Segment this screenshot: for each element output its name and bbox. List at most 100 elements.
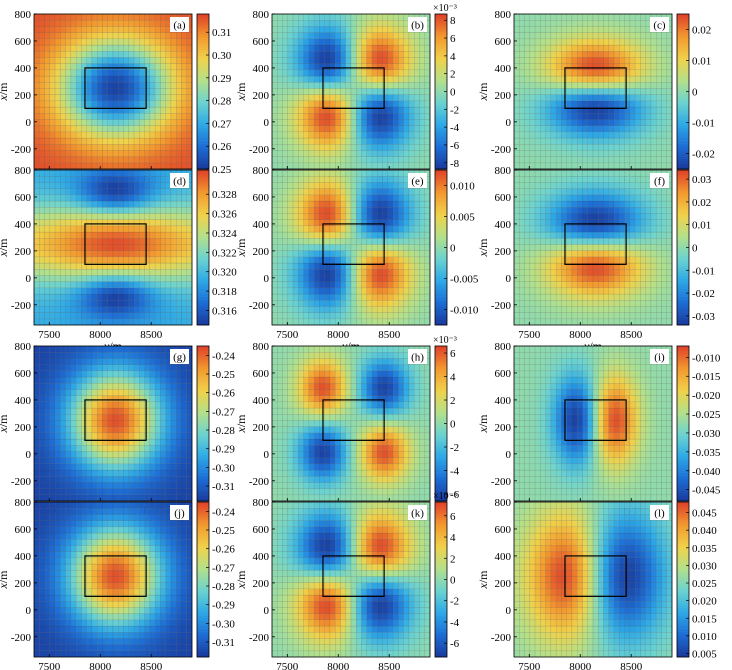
heatmap-cell <box>91 38 98 46</box>
heatmap-cell <box>102 156 108 164</box>
heatmap-cell <box>598 219 604 227</box>
heatmap-cell <box>419 69 425 77</box>
colorbar-tick-label: 2 <box>450 69 456 81</box>
colorbar-segment <box>435 312 447 315</box>
heatmap-cell <box>377 287 383 295</box>
heatmap-cell <box>382 169 389 177</box>
heatmap-cell <box>91 69 98 77</box>
heatmap-cell <box>566 32 573 40</box>
heatmap-cell <box>356 69 362 77</box>
heatmap-cell <box>519 269 525 276</box>
heatmap-cell <box>377 225 383 233</box>
colorbar-segment <box>197 138 209 141</box>
heatmap-cell <box>529 318 536 326</box>
heatmap-cell <box>107 225 114 233</box>
heatmap-cell <box>524 51 531 58</box>
heatmap-cell <box>96 44 103 52</box>
heatmap-cell <box>666 63 673 71</box>
heatmap-cell <box>39 88 45 95</box>
heatmap-cell <box>186 38 193 46</box>
heatmap-cell <box>398 75 404 83</box>
heatmap-cell <box>49 94 56 102</box>
heatmap-cell <box>513 306 520 313</box>
heatmap-cell <box>366 137 373 145</box>
heatmap-cell <box>107 26 114 33</box>
heatmap-cell <box>75 194 82 202</box>
heatmap-cell <box>277 162 283 170</box>
heatmap-cell <box>282 200 289 208</box>
heatmap-cell <box>519 150 525 157</box>
heatmap-cell <box>398 250 404 258</box>
colorbar-segment <box>677 88 689 92</box>
heatmap-cell <box>356 143 362 151</box>
colorbar-segment <box>435 117 447 121</box>
heatmap-cell <box>303 112 310 120</box>
heatmap-cell <box>387 112 394 120</box>
heatmap-cell <box>324 137 331 145</box>
heatmap-cell <box>335 250 341 258</box>
panel-label-box <box>408 17 427 32</box>
heatmap-cell <box>550 262 557 270</box>
heatmap-cell <box>112 26 119 33</box>
heatmap-cell <box>350 312 357 320</box>
heatmap-cell <box>356 13 362 21</box>
heatmap-cell <box>608 51 615 58</box>
colorbar-segment <box>677 125 689 128</box>
heatmap-cell <box>414 38 420 46</box>
heatmap-cell <box>324 231 331 239</box>
heatmap-cell <box>656 44 662 52</box>
heatmap-cell <box>587 175 594 183</box>
heatmap-cell <box>149 26 156 33</box>
heatmap-cell <box>287 119 294 126</box>
heatmap-cell <box>298 26 304 33</box>
heatmap-cell <box>350 143 357 151</box>
colorbar-segment <box>197 190 209 194</box>
heatmap-cell <box>555 182 562 189</box>
heatmap-cell <box>529 162 536 170</box>
heatmap-cell <box>382 244 389 251</box>
heatmap-cell <box>534 231 541 239</box>
heatmap-cell <box>634 88 641 95</box>
heatmap-cell <box>350 13 357 21</box>
heatmap-cell <box>86 225 93 233</box>
colorbar-segment <box>677 138 689 141</box>
heatmap-cell <box>287 225 294 233</box>
heatmap-cell <box>392 38 399 46</box>
heatmap-cell <box>377 100 383 108</box>
heatmap-cell <box>112 51 119 58</box>
heatmap-cell <box>571 306 578 313</box>
panel-label-box <box>170 173 189 188</box>
heatmap-cell <box>613 213 620 220</box>
heatmap-cell <box>175 312 182 320</box>
heatmap-cell <box>287 256 294 264</box>
heatmap-cell <box>335 300 341 307</box>
heatmap-cell <box>44 88 51 95</box>
heatmap-cell <box>102 256 108 264</box>
heatmap-cell <box>666 131 673 139</box>
heatmap-cell <box>519 219 525 227</box>
heatmap-cell <box>271 162 278 170</box>
heatmap-cell <box>319 281 325 289</box>
heatmap-cell <box>524 250 531 258</box>
heatmap-cell <box>118 162 124 170</box>
heatmap-cell <box>545 38 552 46</box>
heatmap-cell <box>392 32 399 40</box>
heatmap-cell <box>335 75 341 83</box>
heatmap-cell <box>361 275 368 282</box>
heatmap-cell <box>398 156 404 164</box>
heatmap-cell <box>345 32 352 40</box>
heatmap-cell <box>582 44 588 52</box>
heatmap-cell <box>70 256 77 264</box>
heatmap-cell <box>650 69 657 77</box>
heatmap-cell <box>577 137 583 145</box>
heatmap-cell <box>524 20 531 27</box>
heatmap-cell <box>513 188 520 196</box>
heatmap-cell <box>324 237 331 245</box>
heatmap-cell <box>340 256 346 264</box>
heatmap-cell <box>545 162 552 170</box>
heatmap-cell <box>65 219 72 227</box>
heatmap-cell <box>149 275 156 282</box>
heatmap-cell <box>39 188 45 196</box>
heatmap-cell <box>287 69 294 77</box>
heatmap-cell <box>160 293 166 301</box>
